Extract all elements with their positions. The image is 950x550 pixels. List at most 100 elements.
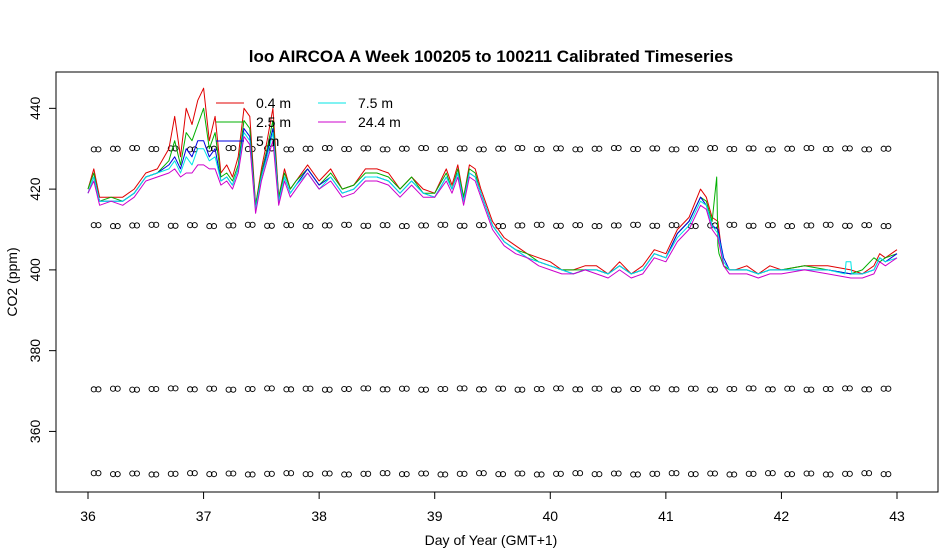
calibration-point: [321, 145, 329, 152]
calibration-point: [365, 145, 372, 152]
calibration-point: [692, 223, 699, 230]
calibration-points: [90, 145, 892, 478]
calibration-point: [307, 145, 314, 152]
calibration-point: [630, 471, 637, 478]
calibration-point: [225, 386, 232, 393]
calibration-point: [418, 386, 425, 393]
calibration-point: [172, 385, 179, 392]
calibration-point: [230, 222, 237, 229]
calibration-point: [538, 146, 545, 153]
calibration-point: [576, 470, 584, 477]
calibration-point: [129, 145, 136, 152]
calibration-point: [668, 222, 675, 229]
calibration-point: [692, 145, 699, 152]
calibration-point: [630, 146, 637, 153]
calibration-point: [711, 470, 718, 477]
calibration-point: [461, 470, 468, 477]
calibration-point: [514, 222, 521, 229]
calibration-point: [379, 470, 386, 477]
calibration-point: [283, 222, 290, 229]
calibration-point: [109, 145, 117, 152]
calibration-point: [610, 222, 618, 229]
x-tick-label: 43: [889, 508, 905, 524]
calibration-point: [827, 146, 834, 153]
calibration-point: [557, 385, 564, 392]
calibration-point: [307, 385, 314, 392]
calibration-point: [861, 146, 868, 153]
calibration-point: [90, 222, 97, 229]
calibration-point: [654, 385, 661, 392]
calibration-point: [437, 385, 444, 393]
calibration-point: [379, 222, 386, 229]
calibration-point: [846, 470, 853, 477]
calibration-point: [788, 471, 796, 478]
calibration-point: [360, 385, 367, 392]
calibration-point: [495, 471, 502, 478]
calibration-point: [210, 223, 218, 230]
calibration-point: [326, 386, 333, 393]
calibration-point: [865, 386, 873, 393]
calibration-point: [572, 146, 579, 153]
calibration-point: [167, 222, 174, 229]
calibration-point: [865, 470, 873, 477]
calibration-point: [827, 221, 834, 228]
calibration-point: [553, 145, 560, 152]
calibration-point: [514, 386, 521, 393]
calibration-point: [422, 222, 429, 229]
calibration-point: [456, 222, 463, 229]
calibration-point: [519, 145, 526, 152]
calibration-point: [865, 222, 873, 229]
calibration-point: [264, 470, 271, 477]
calibration-point: [822, 385, 829, 393]
calibration-point: [553, 470, 560, 477]
calibration-point: [365, 385, 372, 392]
calibration-point: [206, 223, 213, 230]
calibration-point: [129, 470, 136, 477]
calibration-point: [345, 221, 352, 228]
calibration-point: [731, 146, 738, 153]
calibration-point: [302, 471, 309, 478]
calibration-point: [538, 385, 545, 393]
calibration-point: [822, 471, 829, 478]
calibration-point: [109, 471, 117, 478]
calibration-point: [341, 471, 348, 478]
calibration-point: [461, 222, 468, 229]
calibration-point: [191, 470, 198, 477]
calibration-point: [148, 471, 155, 478]
calibration-point: [264, 385, 271, 392]
calibration-point: [495, 145, 502, 152]
y-tick-label: 380: [27, 339, 43, 363]
calibration-point: [654, 470, 661, 477]
calibration-point: [726, 221, 733, 228]
calibration-point: [326, 222, 333, 229]
calibration-point: [687, 385, 695, 392]
calibration-point: [244, 221, 251, 228]
calibration-point: [187, 386, 194, 393]
calibration-point: [707, 145, 714, 152]
calibration-point: [172, 470, 179, 477]
calibration-point: [345, 385, 352, 393]
calibration-point: [711, 386, 718, 393]
calibration-point: [133, 470, 140, 477]
calibration-point: [596, 145, 603, 152]
calibration-point: [634, 146, 641, 153]
calibration-point: [572, 386, 579, 393]
calibration-point: [288, 146, 295, 153]
calibration-point: [480, 470, 487, 477]
calibration-point: [880, 223, 887, 230]
calibration-point: [673, 146, 680, 153]
calibration-point: [726, 471, 733, 478]
calibration-point: [846, 385, 853, 392]
calibration-point: [307, 223, 314, 230]
calibration-point: [456, 145, 463, 152]
calibration-point: [880, 385, 887, 392]
calibration-point: [321, 222, 329, 229]
calibration-point: [880, 471, 887, 478]
calibration-point: [765, 146, 772, 153]
x-axis-label: Day of Year (GMT+1): [425, 532, 558, 548]
legend-label: 5 m: [256, 133, 279, 149]
calibration-point: [90, 146, 97, 153]
calibration-point: [750, 145, 757, 152]
calibration-point: [822, 146, 829, 153]
